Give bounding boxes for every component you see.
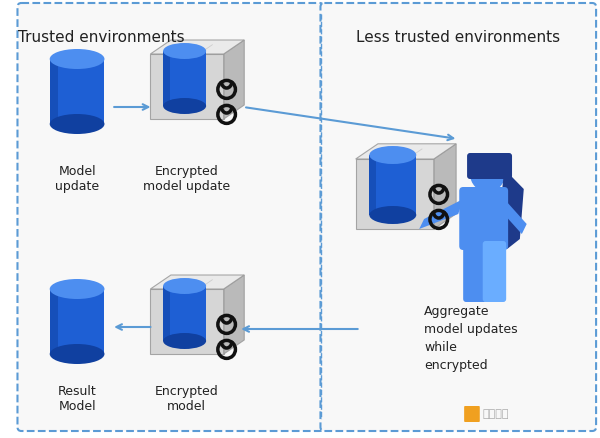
FancyBboxPatch shape <box>459 187 508 251</box>
FancyBboxPatch shape <box>50 290 58 354</box>
Text: Less trusted environments: Less trusted environments <box>356 30 560 45</box>
Polygon shape <box>151 41 244 55</box>
FancyBboxPatch shape <box>163 286 170 341</box>
Polygon shape <box>151 290 224 354</box>
Ellipse shape <box>163 44 206 60</box>
Polygon shape <box>502 170 524 249</box>
Polygon shape <box>151 55 224 120</box>
FancyBboxPatch shape <box>483 241 506 302</box>
Polygon shape <box>356 159 434 230</box>
FancyBboxPatch shape <box>50 60 58 125</box>
FancyBboxPatch shape <box>50 60 104 125</box>
FancyBboxPatch shape <box>17 4 323 431</box>
Ellipse shape <box>50 50 104 70</box>
FancyBboxPatch shape <box>320 4 596 431</box>
Text: Model
update: Model update <box>55 165 99 193</box>
Ellipse shape <box>163 333 206 349</box>
FancyBboxPatch shape <box>463 241 487 302</box>
Text: Trusted environments: Trusted environments <box>18 30 185 45</box>
FancyBboxPatch shape <box>370 155 416 215</box>
FancyBboxPatch shape <box>467 154 512 180</box>
Polygon shape <box>419 200 463 230</box>
Text: 金色财经: 金色财经 <box>483 408 509 418</box>
Polygon shape <box>499 200 527 234</box>
FancyBboxPatch shape <box>464 406 480 422</box>
Text: Encrypted
model: Encrypted model <box>155 384 218 412</box>
Ellipse shape <box>163 99 206 115</box>
Ellipse shape <box>50 344 104 364</box>
FancyBboxPatch shape <box>50 290 104 354</box>
FancyBboxPatch shape <box>163 286 206 341</box>
Ellipse shape <box>370 147 416 165</box>
Text: Encrypted
model update: Encrypted model update <box>143 165 230 193</box>
FancyBboxPatch shape <box>370 155 376 215</box>
Text: Aggregate
model updates
while
encrypted: Aggregate model updates while encrypted <box>424 304 518 371</box>
Polygon shape <box>224 41 244 120</box>
Ellipse shape <box>50 279 104 299</box>
FancyBboxPatch shape <box>163 52 206 107</box>
Ellipse shape <box>163 279 206 294</box>
Polygon shape <box>356 145 456 159</box>
Text: Result
Model: Result Model <box>58 384 97 412</box>
Circle shape <box>470 157 505 193</box>
Ellipse shape <box>50 115 104 135</box>
Polygon shape <box>151 276 244 290</box>
Ellipse shape <box>370 207 416 225</box>
Polygon shape <box>434 145 456 230</box>
Polygon shape <box>224 276 244 354</box>
FancyBboxPatch shape <box>163 52 170 107</box>
